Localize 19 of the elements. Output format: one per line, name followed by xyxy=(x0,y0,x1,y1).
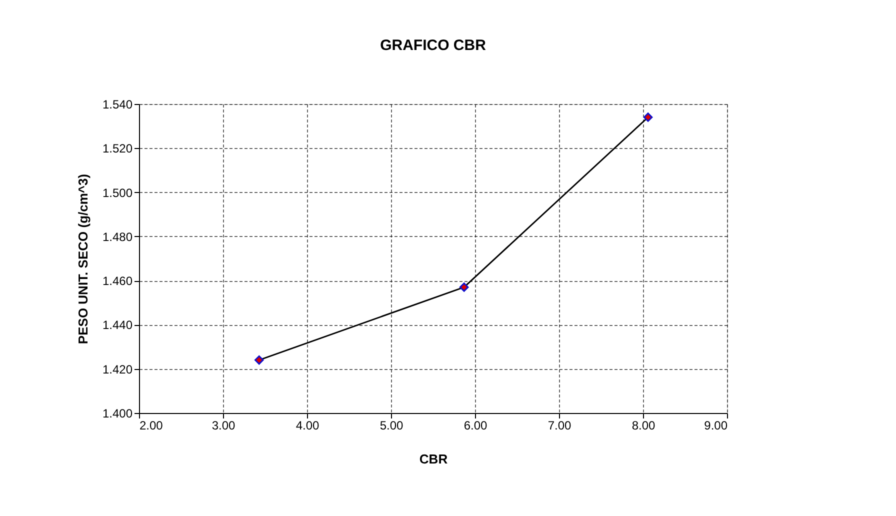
y-tick-label: 1.520 xyxy=(102,142,133,156)
y-tick-label: 1.400 xyxy=(102,406,133,420)
x-tick-label: 4.00 xyxy=(296,418,320,432)
y-tick-label: 1.480 xyxy=(102,230,133,244)
x-axis-title: CBR xyxy=(419,452,448,466)
y-tick-label: 1.540 xyxy=(102,98,133,112)
x-tick-label: 2.00 xyxy=(140,418,164,432)
y-tick-label: 1.500 xyxy=(102,186,133,200)
x-tick-label: 8.00 xyxy=(632,418,656,432)
y-tick-label: 1.440 xyxy=(102,318,133,332)
y-axis-title: PESO UNIT. SECO (g/cm^3) xyxy=(75,174,90,344)
x-tick-label: 9.00 xyxy=(704,418,728,432)
x-tick-label: 3.00 xyxy=(212,418,236,432)
x-tick-label: 7.00 xyxy=(548,418,572,432)
x-tick-label: 6.00 xyxy=(464,418,488,432)
y-tick-label: 1.420 xyxy=(102,362,133,376)
y-tick-label: 1.460 xyxy=(102,274,133,288)
chart-title: GRAFICO CBR xyxy=(380,37,486,54)
x-tick-label: 5.00 xyxy=(380,418,404,432)
